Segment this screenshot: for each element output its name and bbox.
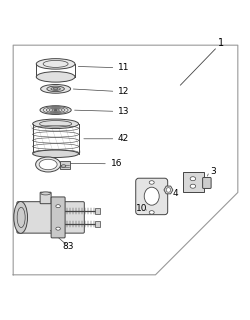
FancyBboxPatch shape <box>183 172 204 192</box>
FancyBboxPatch shape <box>59 162 70 170</box>
Text: 11: 11 <box>118 63 129 72</box>
FancyBboxPatch shape <box>51 197 65 238</box>
Ellipse shape <box>190 177 195 181</box>
Ellipse shape <box>56 227 60 230</box>
Ellipse shape <box>40 84 70 93</box>
Text: 16: 16 <box>110 159 122 168</box>
Ellipse shape <box>39 159 57 170</box>
Text: 12: 12 <box>118 87 129 96</box>
Ellipse shape <box>53 88 58 90</box>
Ellipse shape <box>40 106 71 115</box>
Ellipse shape <box>14 202 28 233</box>
FancyBboxPatch shape <box>40 192 51 204</box>
Ellipse shape <box>56 205 60 208</box>
Text: 1: 1 <box>218 38 224 48</box>
Text: 4: 4 <box>172 189 177 198</box>
Text: 13: 13 <box>118 107 129 116</box>
Circle shape <box>166 188 170 192</box>
Ellipse shape <box>190 184 195 188</box>
Ellipse shape <box>36 72 75 82</box>
Ellipse shape <box>51 87 60 90</box>
Text: 3: 3 <box>209 167 215 176</box>
Text: 10: 10 <box>136 204 147 213</box>
Ellipse shape <box>36 157 60 172</box>
Text: 83: 83 <box>62 242 74 251</box>
FancyBboxPatch shape <box>95 221 99 227</box>
Ellipse shape <box>148 181 154 184</box>
FancyBboxPatch shape <box>202 178 210 188</box>
Ellipse shape <box>32 150 78 157</box>
Ellipse shape <box>47 86 64 92</box>
Ellipse shape <box>61 165 66 167</box>
Ellipse shape <box>144 187 158 205</box>
Ellipse shape <box>148 211 154 214</box>
FancyBboxPatch shape <box>17 202 84 233</box>
Ellipse shape <box>32 119 78 129</box>
Ellipse shape <box>36 59 75 69</box>
Ellipse shape <box>54 109 57 111</box>
Ellipse shape <box>41 192 50 195</box>
FancyBboxPatch shape <box>95 208 99 214</box>
FancyBboxPatch shape <box>135 178 167 215</box>
Text: 42: 42 <box>118 134 129 143</box>
